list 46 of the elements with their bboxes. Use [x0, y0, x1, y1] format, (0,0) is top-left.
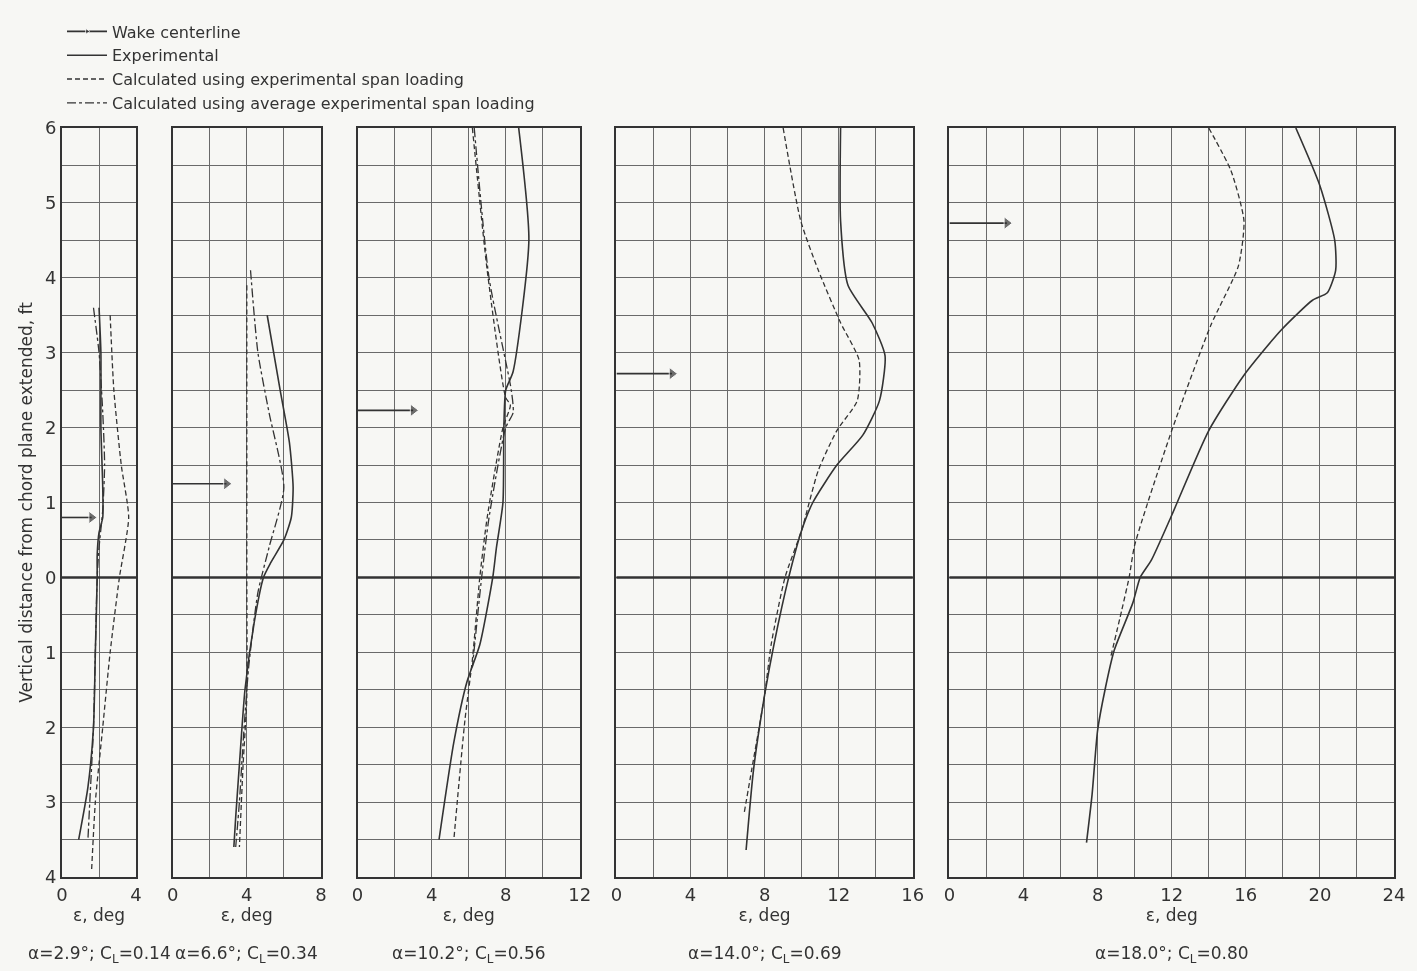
text: α=10.2°; C$_{L}$=0.56: [392, 943, 546, 966]
x-axis-title: ε, deg: [442, 905, 495, 926]
y-tick-label: 3: [44, 342, 57, 363]
y-tick-label: 5: [44, 192, 57, 214]
y-tick-label: 4: [44, 267, 57, 289]
x-tick-label: 8: [315, 883, 327, 905]
x-tick-label: 4: [1017, 883, 1030, 905]
y-tick-label: 0: [44, 566, 57, 588]
x-tick-label: 8: [758, 883, 771, 905]
x-tick-label: 16: [1234, 883, 1258, 905]
legend-label: Calculated using experimental span loading: [112, 70, 464, 90]
x-tick-label: 0: [351, 883, 364, 905]
x-tick-label: 8: [500, 883, 512, 905]
y-tick-label: 1: [44, 641, 57, 663]
text: α=14.0°; C$_{L}$=0.69: [688, 943, 842, 966]
y-tick-label: 3: [44, 791, 57, 813]
text: α=18.0°; C$_{L}$=0.80: [1095, 943, 1249, 966]
text: α=2.9°; C$_{L}$=0.14: [28, 943, 171, 966]
y-tick-label: 2: [44, 716, 57, 738]
legend-label: Experimental: [112, 46, 219, 66]
x-tick-label: 16: [901, 883, 925, 905]
text: α=6.6°; C$_{L}$=0.34: [175, 943, 318, 966]
x-axis-title: ε, deg: [73, 905, 126, 926]
x-tick-label: 0: [610, 883, 623, 905]
x-tick-label: 0: [943, 883, 956, 905]
x-tick-label: 12: [568, 883, 592, 905]
x-axis-title: ε, deg: [738, 905, 791, 926]
x-axis-title: ε, deg: [1145, 905, 1198, 926]
x-tick-label: 20: [1308, 883, 1332, 905]
y-tick-label: 4: [44, 866, 57, 888]
y-tick-label: 2: [44, 416, 57, 438]
legend-label: Calculated using average experimental span loading: [112, 94, 535, 114]
x-tick-label: 12: [1160, 883, 1184, 905]
y-tick-label: 6: [44, 117, 57, 139]
x-tick-label: 24: [1382, 883, 1406, 905]
x-tick-label: 4: [130, 883, 142, 905]
y-tick-label: 1: [44, 491, 57, 513]
legend-label: Wake centerline: [112, 22, 241, 42]
x-tick-label: 0: [167, 883, 179, 905]
x-tick-label: 4: [684, 883, 697, 905]
x-axis-title: ε, deg: [220, 905, 273, 926]
x-tick-label: 8: [1091, 883, 1104, 905]
x-tick-label: 4: [425, 883, 438, 905]
y-axis-title: Vertical distance from chord plane extended, ft: [16, 301, 36, 703]
x-tick-label: 4: [241, 883, 253, 905]
x-tick-label: 12: [827, 883, 851, 905]
